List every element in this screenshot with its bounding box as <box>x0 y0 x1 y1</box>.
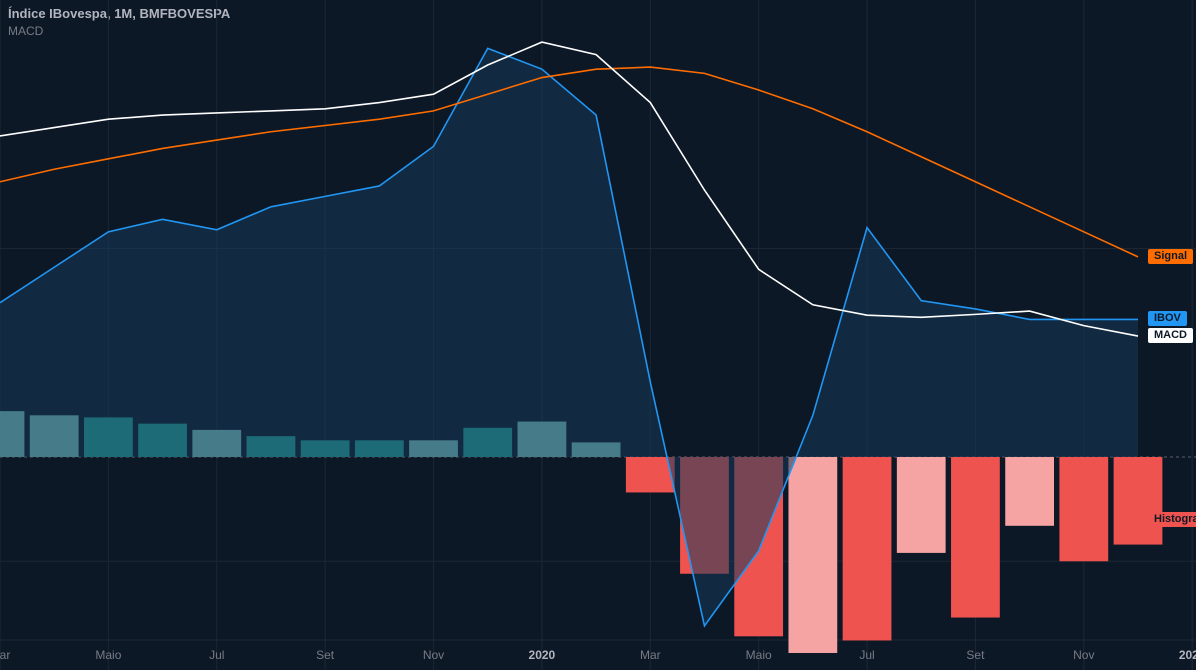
x-tick-label: Mar <box>0 648 10 662</box>
x-tick-label: Nov <box>423 648 444 662</box>
legend-tag-ibov: IBOV <box>1148 311 1187 326</box>
x-tick-label: 2021 <box>1179 648 1196 662</box>
chart-plot <box>0 0 1196 670</box>
x-axis-labels: Mar Maio Jul Set Nov 2020 Mar Maio Jul Set Nov 2021 <box>0 648 1196 666</box>
x-tick-label: Jul <box>859 648 874 662</box>
legend-tag-signal: Signal <box>1148 249 1193 264</box>
legend-tag-histogram: Histogram <box>1148 512 1196 527</box>
x-tick-label: Maio <box>746 648 772 662</box>
x-tick-label: 2020 <box>529 648 556 662</box>
x-tick-label: Jul <box>209 648 224 662</box>
legend-tag-macd: MACD <box>1148 328 1193 343</box>
x-tick-label: Maio <box>95 648 121 662</box>
x-tick-label: Nov <box>1073 648 1094 662</box>
macd-chart: Índice IBovespa, 1M, BMFBOVESPA MACD Mar… <box>0 0 1196 670</box>
x-tick-label: Set <box>316 648 334 662</box>
x-tick-label: Set <box>966 648 984 662</box>
x-tick-label: Mar <box>640 648 661 662</box>
